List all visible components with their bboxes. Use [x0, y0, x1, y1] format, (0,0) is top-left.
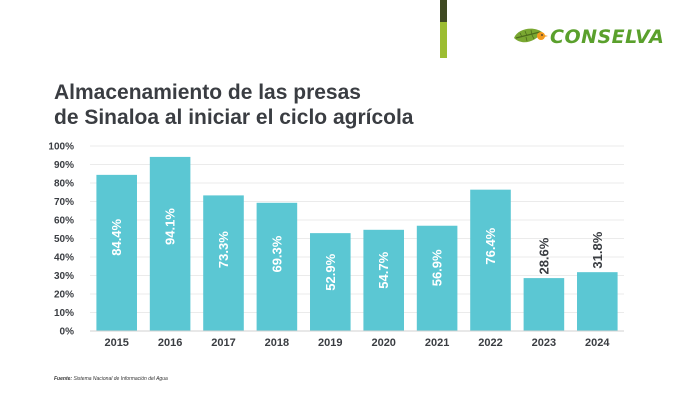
source-note: Fuente: Sistema Nacional de Información …	[54, 376, 168, 382]
accent-bar-green	[440, 22, 447, 58]
data-label: 73.3%	[216, 231, 231, 268]
conselva-logo: CONSELVA	[512, 22, 664, 52]
x-tick-label: 2023	[532, 337, 556, 349]
data-label: 56.9%	[430, 249, 445, 286]
bar	[256, 202, 298, 331]
x-tick-label: 2020	[371, 337, 395, 349]
bar	[310, 233, 351, 331]
bar	[96, 174, 137, 331]
x-tick-label: 2018	[265, 337, 289, 349]
data-label: 94.1%	[163, 208, 178, 245]
x-tick-label: 2017	[211, 337, 235, 349]
data-label: 69.3%	[269, 235, 284, 272]
y-tick-label: 80%	[54, 179, 74, 190]
data-label: 52.9%	[323, 253, 338, 290]
bar	[470, 189, 511, 331]
bar	[149, 156, 191, 331]
data-label: 28.6%	[536, 237, 551, 274]
x-tick-label: 2016	[158, 337, 182, 349]
accent-bar-dark	[440, 0, 447, 22]
x-tick-label: 2021	[425, 337, 449, 349]
y-tick-label: 20%	[54, 290, 74, 301]
x-tick-label: 2019	[318, 337, 342, 349]
x-tick-label: 2022	[478, 337, 502, 349]
y-tick-label: 10%	[54, 308, 74, 319]
y-tick-label: 70%	[54, 197, 74, 208]
data-label: 54.7%	[376, 251, 391, 288]
chart-title-line-1: Almacenamiento de las presas	[54, 81, 361, 104]
bar	[577, 272, 618, 331]
logo-text: CONSELVA	[550, 26, 665, 48]
leaf-bird-icon	[514, 28, 548, 43]
y-tick-label: 40%	[54, 253, 74, 264]
bar	[363, 229, 404, 331]
data-label: 84.4%	[109, 218, 124, 255]
x-tick-label: 2024	[585, 337, 610, 349]
chart-title-line-2: de Sinaloa al iniciar el ciclo agrícola	[54, 106, 414, 129]
y-tick-label: 30%	[54, 271, 74, 282]
data-label: 31.8%	[590, 231, 605, 268]
source-text: Sistema Nacional de Información del Agua	[73, 376, 168, 382]
chart-title: Almacenamiento de las presas de Sinaloa …	[54, 80, 413, 130]
source-label: Fuente:	[54, 376, 73, 382]
data-label: 76.4%	[483, 227, 498, 264]
y-tick-label: 90%	[54, 160, 74, 171]
x-tick-label: 2015	[104, 337, 128, 349]
bar	[203, 195, 244, 331]
y-tick-label: 50%	[54, 234, 74, 245]
y-tick-label: 0%	[60, 327, 75, 338]
bar	[523, 278, 565, 331]
y-tick-label: 60%	[54, 216, 74, 227]
y-tick-label: 100%	[48, 142, 74, 153]
bar	[416, 225, 458, 331]
